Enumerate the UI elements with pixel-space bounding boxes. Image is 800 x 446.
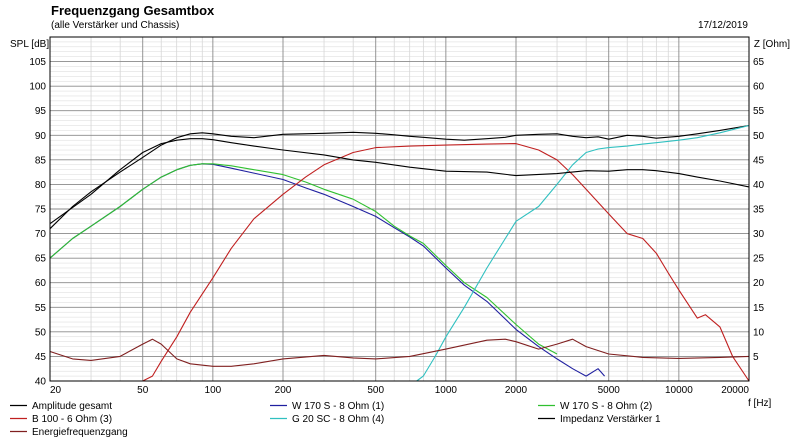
y-tick-label: 80	[35, 180, 47, 191]
legend-label: G 20 SC - 8 Ohm (4)	[292, 414, 384, 425]
series-line-7	[49, 338, 750, 367]
series-line-3	[49, 163, 558, 355]
chart-date: 17/12/2019	[697, 20, 748, 31]
major-grid	[49, 36, 750, 382]
y2-tick-label: 45	[753, 155, 765, 166]
x-tick-label: 20000	[721, 385, 749, 396]
y-tick-label: 55	[35, 303, 47, 314]
axes-layer: 40 45 50 55 60 65 70 75 80 85 90 95 100 105 5 10 15 20 25 3…	[10, 36, 790, 409]
y2-tick-label: 30	[753, 229, 765, 240]
chart-subtitle: (alle Verstärker und Chassis)	[51, 20, 180, 31]
x-tick-label: 10000	[665, 385, 693, 396]
chart-title: Frequenzgang Gesamtbox	[51, 3, 215, 18]
x-tick-label: 20	[50, 385, 62, 396]
y2-tick-label: 20	[753, 278, 765, 289]
legend-label: W 170 S - 8 Ohm (1)	[292, 401, 384, 412]
legend-label: W 170 S - 8 Ohm (2)	[560, 401, 652, 412]
x-tick-label: 100	[205, 385, 222, 396]
x-tick-label: 1000	[435, 385, 458, 396]
legend-label: B 100 - 6 Ohm (3)	[32, 414, 112, 425]
series-line-1	[49, 124, 750, 230]
y2-tick-label: 55	[753, 106, 765, 117]
y-tick-label: 40	[35, 377, 47, 388]
legend-label: Energiefrequenzgang	[32, 427, 128, 438]
y-tick-label: 70	[35, 229, 47, 240]
series-line-6	[49, 138, 750, 225]
y-tick-label: 60	[35, 278, 47, 289]
y-tick-label: 50	[35, 327, 47, 338]
series-layer	[49, 124, 750, 382]
plot-frame	[49, 36, 750, 382]
y2-tick-label: 35	[753, 205, 765, 216]
x-axis-label: f [Hz]	[748, 398, 772, 409]
series-line-4	[142, 143, 750, 382]
y2-tick-label: 65	[753, 57, 765, 68]
y-tick-label: 45	[35, 352, 47, 363]
y-tick-label: 100	[29, 82, 46, 93]
y2-tick-label: 50	[753, 131, 765, 142]
y-tick-label: 65	[35, 254, 47, 265]
y-tick-label: 95	[35, 106, 47, 117]
y-tick-label: 75	[35, 205, 47, 216]
y-tick-label: 85	[35, 155, 47, 166]
legend-label: Amplitude gesamt	[32, 401, 112, 412]
x-tick-label: 200	[275, 385, 292, 396]
y2-tick-label: 60	[753, 82, 765, 93]
y2-axis-label: Z [Ohm]	[754, 39, 790, 50]
y2-tick-label: 10	[753, 327, 765, 338]
x-tick-label: 500	[367, 385, 384, 396]
y2-tick-label: 25	[753, 254, 765, 265]
x-tick-label: 50	[137, 385, 149, 396]
y-tick-label: 90	[35, 131, 47, 142]
y-axis-label: SPL [dB]	[10, 39, 49, 50]
y2-tick-label: 15	[753, 303, 765, 314]
legend-label: Impedanz Verstärker 1	[560, 414, 661, 425]
y2-tick-label: 5	[753, 352, 759, 363]
series-line-5	[416, 124, 750, 382]
legend: Amplitude gesamt W 170 S - 8 Ohm (1) W 170…	[10, 401, 661, 438]
y2-tick-label: 40	[753, 180, 765, 191]
y-tick-label: 105	[29, 57, 46, 68]
x-tick-label: 2000	[505, 385, 528, 396]
x-tick-label: 5000	[598, 385, 621, 396]
